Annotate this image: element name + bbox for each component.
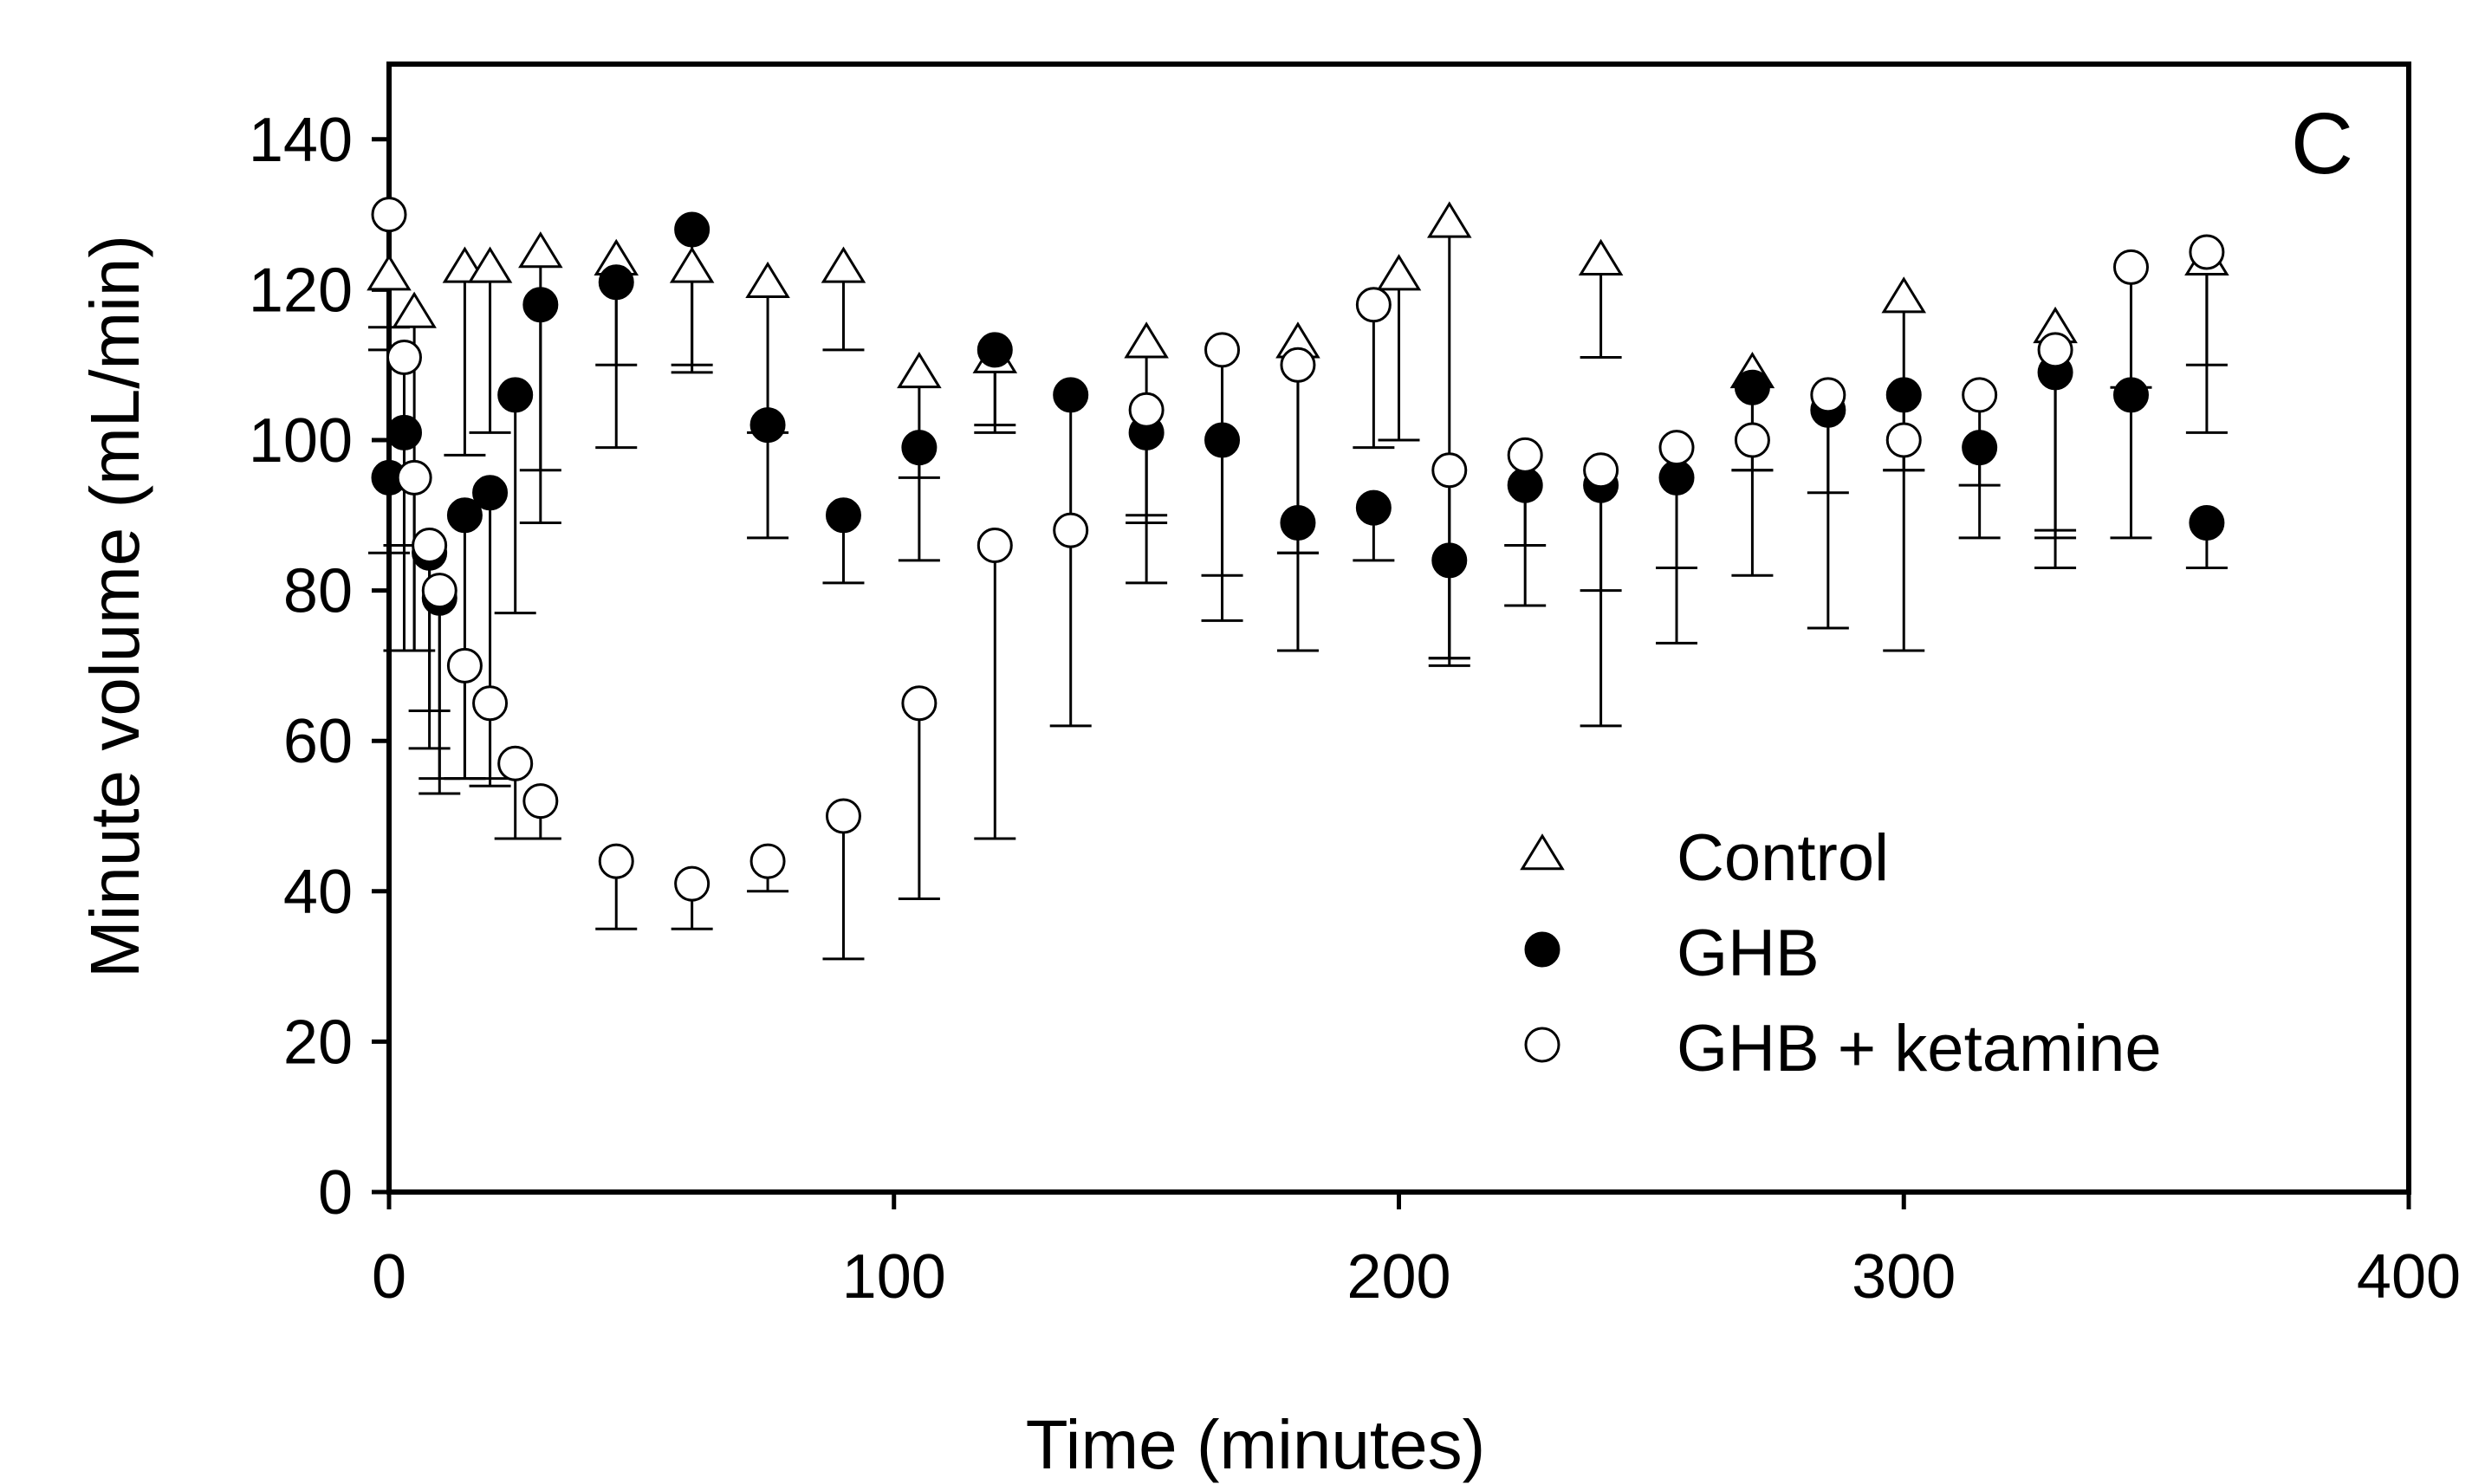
legend-label-ghb: GHB [1677,917,1820,990]
x-tick-label: 200 [1346,1242,1450,1312]
legend-label-ghb-ketamine: GHB + ketamine [1677,1012,2162,1085]
ghb-point [1658,459,1695,496]
control-point [1578,238,1624,275]
y-tick-label: 60 [283,707,353,776]
ghb-point [674,211,710,248]
ghb-ketamine-point [472,685,509,722]
ghb-point [1204,422,1241,458]
ghb-ketamine-point [1658,430,1695,466]
panel-label: C [2291,95,2353,192]
ghb-ketamine-point [825,798,861,834]
ghb-ketamine-point [2037,332,2073,368]
ghb-point [976,332,1013,368]
ghb-ketamine-point [1204,332,1241,368]
ghb-point [497,377,534,413]
ghb-ketamine-point [2112,249,2149,285]
ghb-ketamine-point [421,573,457,609]
ghb-point [1962,430,1998,466]
y-tick-label: 100 [249,406,353,476]
ghb-ketamine-point [1355,287,1392,323]
ghb-point [1507,467,1543,503]
axes: 0 100 200 300 400 0 20 40 60 80 100 120 140 [249,62,2461,1312]
ghb-point [522,287,559,323]
ghb-point [1885,377,1922,413]
control-point [1124,321,1169,359]
x-axis-title: Time (minutes) [1026,1406,1485,1483]
ghb-ketamine-point [412,528,448,564]
ghb-point [2112,377,2149,413]
ghb-ketamine-point [1280,347,1316,383]
ghb-point [901,430,938,466]
ghb-point [1280,504,1316,541]
ghb-ketamine-point [976,528,1013,564]
control-point [467,246,513,283]
y-tick-label: 40 [283,858,353,927]
ghb-point [749,407,786,444]
control-point [821,246,866,283]
x-tick-label: 300 [1852,1242,1956,1312]
ghb-ketamine-point [371,197,407,233]
ghb-ketamine-point [674,865,710,902]
legend-label-control: Control [1677,821,1889,895]
y-tick-label: 80 [283,557,353,626]
ghb-ketamine-point [497,745,534,781]
control-point [1376,254,1422,291]
x-tick-label: 100 [842,1242,946,1312]
ghb-point [1734,369,1770,405]
control-point [897,352,942,389]
ghb-ketamine-point [1734,422,1770,458]
ghb-ketamine-point [2189,234,2225,270]
ghb-point [472,475,509,511]
ghb-ketamine-point [1962,377,1998,413]
legend-marker-ghb [1524,931,1560,968]
data-markers [367,197,2229,902]
legend: Control GHB GHB + ketamine [1520,821,2162,1085]
ghb-ketamine-point [1128,392,1165,428]
control-point [1427,201,1472,238]
legend-marker-ghb-ketamine [1524,1027,1560,1063]
ghb-ketamine-point [396,459,432,496]
y-tick-label: 140 [249,106,353,175]
y-tick-label: 0 [318,1158,353,1228]
ghb-ketamine-point [1810,377,1846,413]
y-tick-label: 20 [283,1008,353,1077]
x-tick-label: 400 [2357,1242,2461,1312]
y-tick-label: 120 [249,256,353,325]
x-tick-label: 0 [372,1242,406,1312]
ghb-point [598,264,634,301]
ghb-point [1431,542,1468,579]
ghb-ketamine-point [446,647,483,684]
ghb-point [446,497,483,534]
ghb-point [386,414,422,450]
legend-marker-control [1520,833,1565,871]
ghb-ketamine-point [1885,422,1922,458]
ghb-ketamine-point [901,685,938,722]
ghb-ketamine-point [749,843,786,879]
ghb-ketamine-point [1053,512,1089,548]
ghb-point [825,497,861,534]
y-axis-title: Minute volume (mL/min) [76,235,153,978]
ghb-ketamine-point [1431,452,1468,489]
ghb-point [1053,377,1089,413]
control-point [1881,276,1927,314]
ghb-ketamine-point [522,783,559,820]
control-point [745,261,790,299]
control-point [518,231,563,269]
ghb-ketamine-point [386,340,422,376]
ghb-point [1355,489,1392,526]
ghb-ketamine-point [1583,452,1619,489]
control-point [367,254,412,291]
control-point [392,291,437,328]
ghb-point [2189,504,2225,541]
control-point [669,246,715,283]
ghb-ketamine-point [598,843,634,879]
ghb-ketamine-point [1507,437,1543,473]
